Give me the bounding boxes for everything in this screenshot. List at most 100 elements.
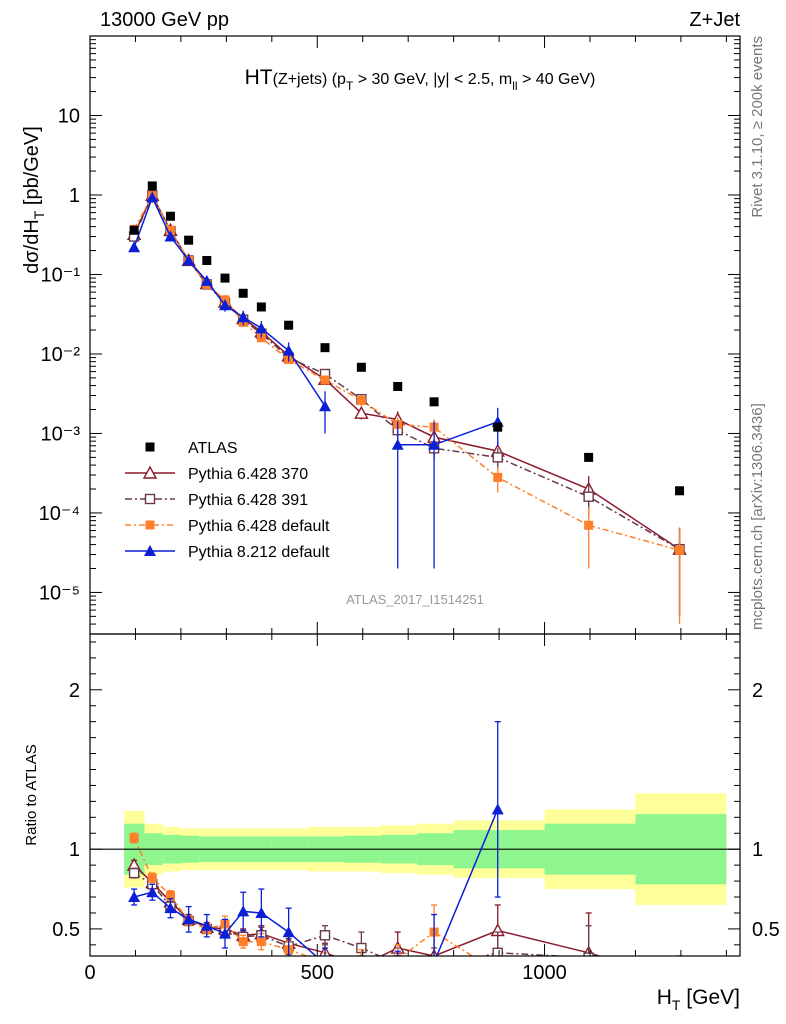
legend-label: Pythia 6.428 default: [188, 518, 330, 535]
rivet-version-label: Rivet 3.1.10, ≥ 200k events: [749, 36, 766, 218]
ratio-y-tick-label-left: 2: [69, 680, 80, 702]
data-point-py8: [237, 311, 250, 323]
ratio-uncertainty-band: [90, 793, 740, 905]
ratio-y-ticks: 2 2 1 1 0.5 0.5: [52, 641, 780, 946]
data-point-pydef: [493, 472, 503, 482]
data-point-atlas: [256, 302, 266, 312]
legend-label: Pythia 8.212 default: [188, 544, 330, 561]
legend-entry-py8: Pythia 8.212 default: [125, 544, 330, 561]
legend-marker: [144, 545, 156, 556]
ratio-point-py391: [430, 963, 439, 972]
legend-label: Pythia 6.428 391: [188, 492, 308, 509]
analysis-watermark: ATLAS_2017_I1514251: [346, 592, 484, 607]
data-point-atlas: [356, 362, 366, 372]
ratio-point-py8: [392, 974, 404, 985]
main-y-tick-label: 10⁻⁴: [39, 503, 80, 525]
data-point-atlas: [238, 288, 248, 298]
ratio-panel: 2 2 1 1 0.5 0.5 0 500 1000: [52, 633, 780, 991]
ratio-frame: [89, 633, 741, 957]
x-tick-label: 500: [301, 962, 334, 984]
data-point-atlas: [429, 397, 439, 407]
ratio-point-py8: [219, 927, 231, 939]
data-point-py8: [219, 299, 231, 311]
legend-entry-pydef: Pythia 6.428 default: [125, 518, 330, 535]
series-line-py8: [133, 195, 498, 446]
ratio-plot-data: [126, 721, 684, 991]
data-point-atlas: [147, 181, 157, 191]
data-point-atlas: [584, 452, 594, 462]
ratio-line-pydef: [133, 837, 474, 956]
data-point-pydef: [584, 520, 594, 530]
data-point-atlas: [165, 211, 175, 221]
ratio-point-py370: [355, 960, 367, 971]
data-point-py370: [354, 405, 369, 419]
ratio-point-py391: [492, 947, 503, 956]
ratio-point-pydef: [493, 967, 502, 976]
data-point-pydef: [356, 395, 366, 405]
data-point-pydef: [320, 375, 330, 385]
data-point-py8: [282, 344, 295, 356]
main-y-tick-label: 10⁻²: [41, 344, 81, 366]
ratio-point-py8: [237, 905, 250, 917]
data-point-atlas: [202, 255, 212, 265]
main-x-ticks: [89, 36, 727, 634]
ratio-y-tick-label-right: 0.5: [752, 919, 780, 941]
data-point-py8: [182, 254, 195, 266]
ratio-point-pydef: [238, 937, 248, 947]
main-y-tick-label: 10⁻⁵: [39, 582, 80, 604]
legend-marker: [145, 442, 155, 452]
ratio-point-py8: [146, 886, 159, 898]
ratio-point-pydef: [357, 956, 366, 965]
ratio-point-pydef: [584, 982, 593, 991]
series-py8: [128, 191, 504, 569]
ratio-line-py8: [133, 809, 499, 956]
ratio-axis-label: Ratio to ATLAS: [23, 744, 40, 845]
ratio-point-py391: [128, 867, 140, 879]
ratio-point-py8: [491, 803, 504, 815]
legend: ATLAS Pythia 6.428 370 Pythia 6.428 391 Pyt…: [125, 440, 330, 561]
main-plot-data: [126, 181, 687, 625]
legend-label: ATLAS: [188, 440, 238, 457]
main-y-tick-label: 10⁻³: [41, 423, 81, 445]
legend-marker: [144, 493, 156, 505]
legend-marker: [142, 465, 158, 479]
x-tick-label: 1000: [522, 962, 567, 984]
data-point-py8: [128, 241, 141, 253]
ratio-point-pydef: [165, 890, 175, 900]
data-point-py8: [146, 191, 159, 203]
data-point-py8: [200, 274, 213, 286]
data-point-py8: [428, 438, 441, 450]
ratio-point-py8: [200, 919, 213, 931]
header-left: 13000 GeV pp: [100, 9, 229, 31]
x-axis-label: HT [GeV]: [657, 986, 740, 1013]
data-point-atlas: [184, 235, 194, 245]
data-point-atlas: [393, 381, 403, 391]
ratio-point-py8: [428, 956, 440, 967]
header-right: Z+Jet: [689, 9, 740, 31]
ratio-point-pydef: [256, 937, 266, 947]
series-line-py391: [133, 193, 680, 550]
data-point-pydef: [675, 545, 685, 555]
legend-label: Pythia 6.428 370: [188, 466, 308, 483]
ratio-point-pydef: [675, 975, 684, 984]
ratio-y-tick-label-right: 1: [752, 839, 763, 861]
data-point-py391: [583, 491, 594, 502]
ratio-line-py370: [133, 864, 602, 956]
ratio-y-tick-label-left: 0.5: [52, 919, 80, 941]
ratio-point-pydef: [147, 873, 157, 883]
main-y-tick-label: 1: [69, 185, 80, 207]
legend-entry-atlas: ATLAS: [145, 440, 238, 457]
ratio-point-py391: [319, 930, 331, 941]
ratio-point-py8: [128, 891, 141, 903]
data-point-py8: [391, 438, 404, 450]
data-point-atlas: [129, 225, 139, 235]
data-point-atlas: [675, 486, 685, 496]
data-point-pydef: [165, 225, 175, 235]
ratio-point-py8: [164, 902, 177, 914]
main-panel: 10 1 10⁻¹ 10⁻² 10⁻³ 10⁻⁴ 10⁻⁵: [39, 35, 741, 635]
data-point-py8: [319, 400, 331, 412]
data-point-atlas: [284, 320, 294, 330]
data-point-py391: [492, 452, 503, 463]
main-y-tick-label: 10⁻¹: [41, 264, 81, 286]
